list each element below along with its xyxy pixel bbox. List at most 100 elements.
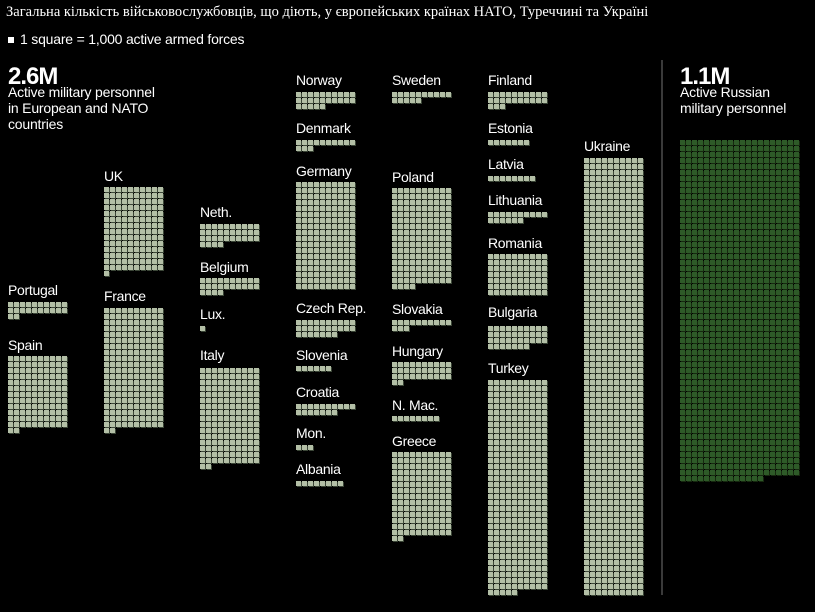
square bbox=[488, 266, 493, 271]
square bbox=[722, 200, 727, 205]
square bbox=[638, 158, 643, 163]
square bbox=[590, 290, 595, 295]
square bbox=[794, 356, 799, 361]
square bbox=[248, 428, 253, 433]
square bbox=[632, 296, 637, 301]
square bbox=[32, 374, 37, 379]
square bbox=[692, 458, 697, 463]
square bbox=[728, 182, 733, 187]
square bbox=[518, 452, 523, 457]
square bbox=[512, 338, 517, 343]
square bbox=[398, 482, 403, 487]
square bbox=[602, 482, 607, 487]
square bbox=[224, 410, 229, 415]
square bbox=[416, 368, 421, 373]
square bbox=[518, 272, 523, 277]
square bbox=[350, 266, 355, 271]
square bbox=[524, 392, 529, 397]
square bbox=[686, 440, 691, 445]
square bbox=[728, 278, 733, 283]
square bbox=[614, 446, 619, 451]
square bbox=[686, 212, 691, 217]
square bbox=[512, 464, 517, 469]
square bbox=[518, 482, 523, 487]
square bbox=[308, 272, 313, 277]
square bbox=[230, 374, 235, 379]
square bbox=[590, 590, 595, 595]
square bbox=[716, 380, 721, 385]
square bbox=[242, 236, 247, 241]
square bbox=[680, 260, 685, 265]
square bbox=[410, 218, 415, 223]
square bbox=[530, 92, 535, 97]
square bbox=[14, 422, 19, 427]
square bbox=[500, 422, 505, 427]
square bbox=[626, 188, 631, 193]
square bbox=[770, 266, 775, 271]
square bbox=[536, 332, 541, 337]
square bbox=[500, 140, 505, 145]
square bbox=[500, 326, 505, 331]
square bbox=[518, 92, 523, 97]
square bbox=[740, 398, 745, 403]
square bbox=[248, 284, 253, 289]
square bbox=[722, 206, 727, 211]
square bbox=[134, 265, 139, 270]
square bbox=[140, 404, 145, 409]
square bbox=[446, 278, 451, 283]
square bbox=[494, 218, 499, 223]
square bbox=[608, 188, 613, 193]
square bbox=[446, 488, 451, 493]
nato-total-caption: Active military personnel in European an… bbox=[8, 84, 155, 132]
square bbox=[158, 265, 163, 270]
square bbox=[722, 464, 727, 469]
square bbox=[632, 236, 637, 241]
square bbox=[614, 578, 619, 583]
square bbox=[770, 416, 775, 421]
square bbox=[758, 308, 763, 313]
square bbox=[698, 272, 703, 277]
square bbox=[626, 410, 631, 415]
square bbox=[608, 506, 613, 511]
square bbox=[752, 254, 757, 259]
square bbox=[704, 230, 709, 235]
square bbox=[722, 374, 727, 379]
square bbox=[722, 422, 727, 427]
square bbox=[602, 224, 607, 229]
square bbox=[626, 266, 631, 271]
square bbox=[338, 182, 343, 187]
square bbox=[344, 230, 349, 235]
square bbox=[146, 380, 151, 385]
square bbox=[158, 386, 163, 391]
square bbox=[320, 92, 325, 97]
square bbox=[584, 332, 589, 337]
square bbox=[110, 338, 115, 343]
square bbox=[632, 386, 637, 391]
square bbox=[614, 320, 619, 325]
square bbox=[422, 518, 427, 523]
square bbox=[446, 236, 451, 241]
square bbox=[440, 368, 445, 373]
square bbox=[776, 272, 781, 277]
square bbox=[254, 446, 259, 451]
square bbox=[104, 308, 109, 313]
square bbox=[614, 158, 619, 163]
square bbox=[608, 224, 613, 229]
square bbox=[446, 200, 451, 205]
square bbox=[608, 380, 613, 385]
square bbox=[62, 386, 67, 391]
square bbox=[140, 338, 145, 343]
square bbox=[236, 374, 241, 379]
square bbox=[680, 188, 685, 193]
square bbox=[116, 187, 121, 192]
square bbox=[506, 344, 511, 349]
square bbox=[626, 224, 631, 229]
square bbox=[104, 368, 109, 373]
square bbox=[110, 211, 115, 216]
square bbox=[518, 380, 523, 385]
square bbox=[530, 398, 535, 403]
square bbox=[686, 290, 691, 295]
square bbox=[716, 356, 721, 361]
square bbox=[158, 241, 163, 246]
square bbox=[488, 590, 493, 595]
